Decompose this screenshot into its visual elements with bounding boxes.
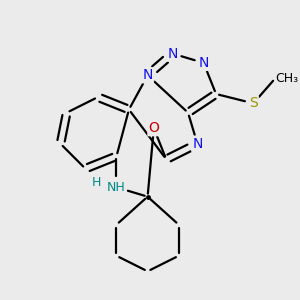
Text: N: N	[142, 68, 153, 82]
Text: H: H	[92, 176, 101, 189]
Text: N: N	[192, 137, 203, 151]
Text: NH: NH	[107, 181, 126, 194]
Text: N: N	[198, 56, 209, 70]
Text: O: O	[148, 121, 159, 135]
Text: CH₃: CH₃	[275, 72, 298, 85]
Text: N: N	[167, 46, 178, 61]
Text: S: S	[249, 96, 258, 110]
